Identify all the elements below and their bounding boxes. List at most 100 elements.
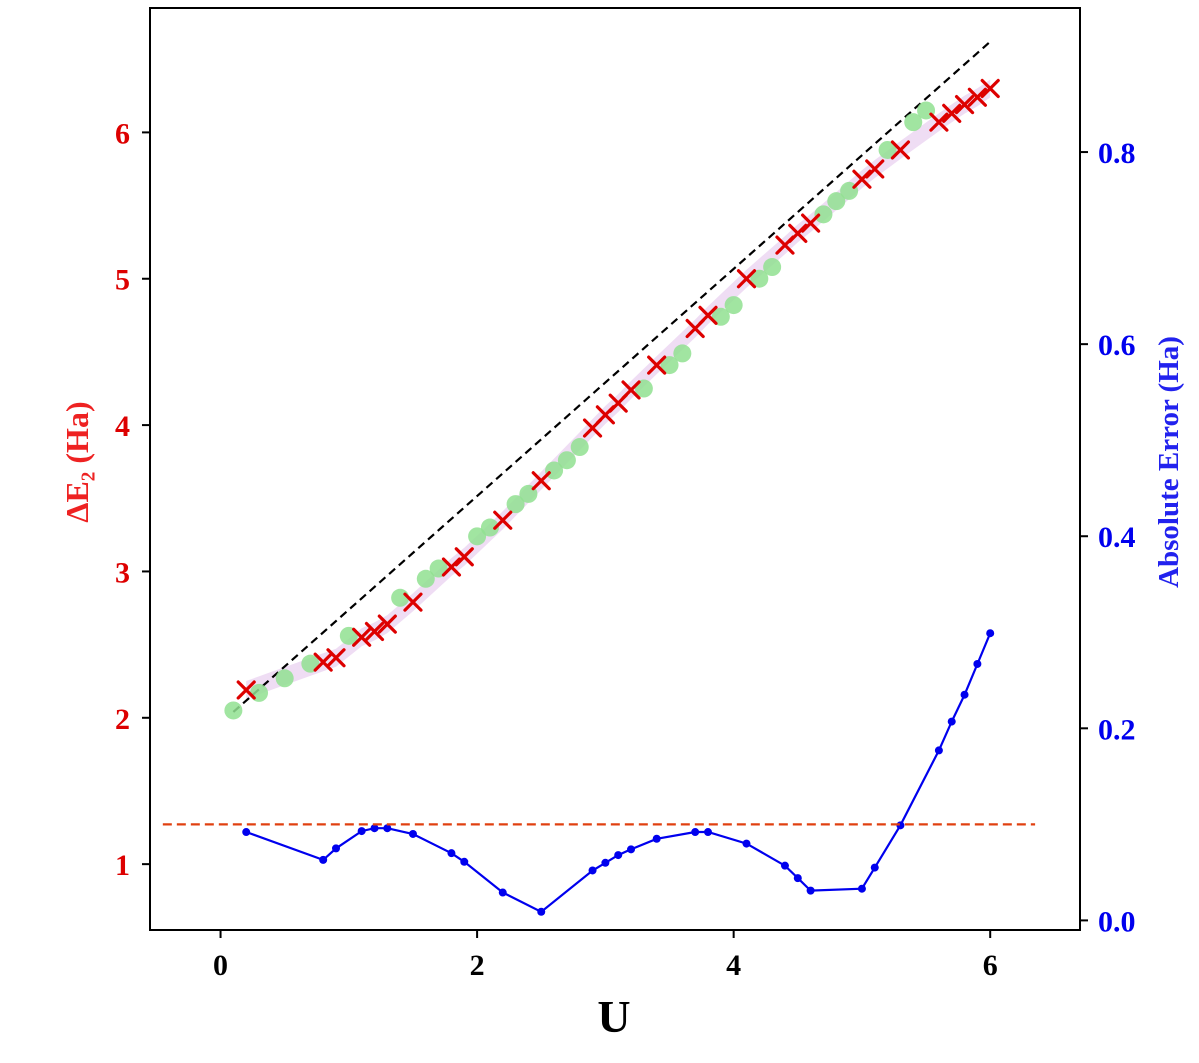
red-cross-marker [890,140,911,160]
error-point [793,874,802,883]
absolute-error-line [245,632,992,914]
error-point [870,863,879,872]
red-cross-marker [852,169,872,189]
error-point [806,886,815,895]
error-band-layer [246,79,991,699]
green-data-point [673,344,692,363]
red-crosses-layer [236,78,1000,700]
y-right-tick-label: 0.0 [1098,905,1136,938]
red-cross-marker [929,112,949,132]
red-cross-marker [364,621,385,642]
green-data-point [416,569,435,588]
green-data-point [339,626,358,645]
linear-fit-line [232,40,991,713]
green-data-point [763,258,782,277]
error-point [947,717,956,726]
error-point [601,858,610,867]
red-cross-marker [326,648,346,668]
error-point [588,866,597,875]
error-point [460,857,469,866]
red-cross-marker [980,78,1000,99]
error-point [498,888,507,897]
y-left-tick-label: 3 [115,556,130,589]
green-data-point [224,701,243,720]
red-cross-marker [454,547,474,567]
error-point [242,828,251,837]
red-cross-marker [493,510,513,530]
y-left-tick-label: 6 [115,117,130,150]
green-data-point [557,451,576,470]
y-left-tick-label: 4 [115,410,130,443]
error-point [691,828,700,837]
green-data-point [750,269,769,288]
error-point [370,824,379,833]
red-cross-marker [531,471,551,491]
red-cross-marker [801,213,821,233]
error-point [447,849,456,858]
error-point [652,834,661,843]
red-cross-marker [403,592,423,612]
red-cross-marker [236,680,256,700]
red-cross-marker [647,355,667,375]
y-left-axis-label: ΔE₂ (Ha) [59,401,95,522]
green-data-point [250,683,269,702]
green-data-point [275,669,294,688]
confidence-band [246,79,991,699]
error-point [332,844,340,853]
green-data-point [878,140,897,159]
plot-frame [149,7,1081,931]
error-point [857,884,866,893]
green-data-point [904,113,923,132]
green-data-point [660,356,679,375]
error-point [537,907,546,916]
error-point [383,824,392,833]
green-data-point [301,654,320,673]
red-cross-marker [967,87,987,107]
green-points-layer [224,101,936,720]
red-cross-marker [698,305,718,325]
absolute-error-layer [242,629,995,916]
green-data-point [545,461,564,480]
green-data-point [724,296,743,315]
error-point [742,839,751,848]
error-point [319,855,328,864]
error-point [986,629,995,638]
green-data-point [827,192,846,211]
fit-line-layer [232,40,991,713]
error-point [780,861,789,870]
green-data-point [711,307,730,326]
green-data-point [506,495,525,514]
y-left-tick-label: 1 [115,849,130,882]
x-axis-label: U [597,991,630,1042]
error-point [614,851,623,860]
red-cross-marker [441,557,462,577]
red-cross-marker [736,269,757,289]
x-tick-label: 0 [213,949,228,982]
error-point [704,828,712,837]
ticks-layer: 0 2 4 6 1 2 3 4 5 6 0.0 0.2 0.4 0.6 0.8 [115,117,1136,982]
x-tick-label: 6 [983,949,998,982]
red-cross-marker [954,94,975,115]
y-right-tick-label: 0.8 [1098,137,1136,170]
error-point [627,845,636,854]
y-left-tick-label: 5 [115,264,130,297]
green-data-point [480,518,499,537]
red-cross-marker [621,380,641,400]
green-data-point [468,527,487,546]
green-data-point [429,559,448,578]
error-point [408,829,417,838]
red-cross-marker [865,159,885,179]
green-data-point [570,438,589,457]
y-right-tick-label: 0.4 [1098,521,1136,554]
error-point [357,827,366,836]
red-cross-marker [352,627,372,647]
green-data-point [634,379,653,398]
green-data-point [814,205,833,224]
x-tick-label: 2 [470,949,485,982]
red-cross-marker [377,614,397,634]
error-point [960,690,969,699]
y-right-tick-label: 0.6 [1098,329,1136,362]
y-right-tick-label: 0.2 [1098,713,1136,746]
y-right-axis-label: Absolute Error (Ha) [1153,336,1185,588]
